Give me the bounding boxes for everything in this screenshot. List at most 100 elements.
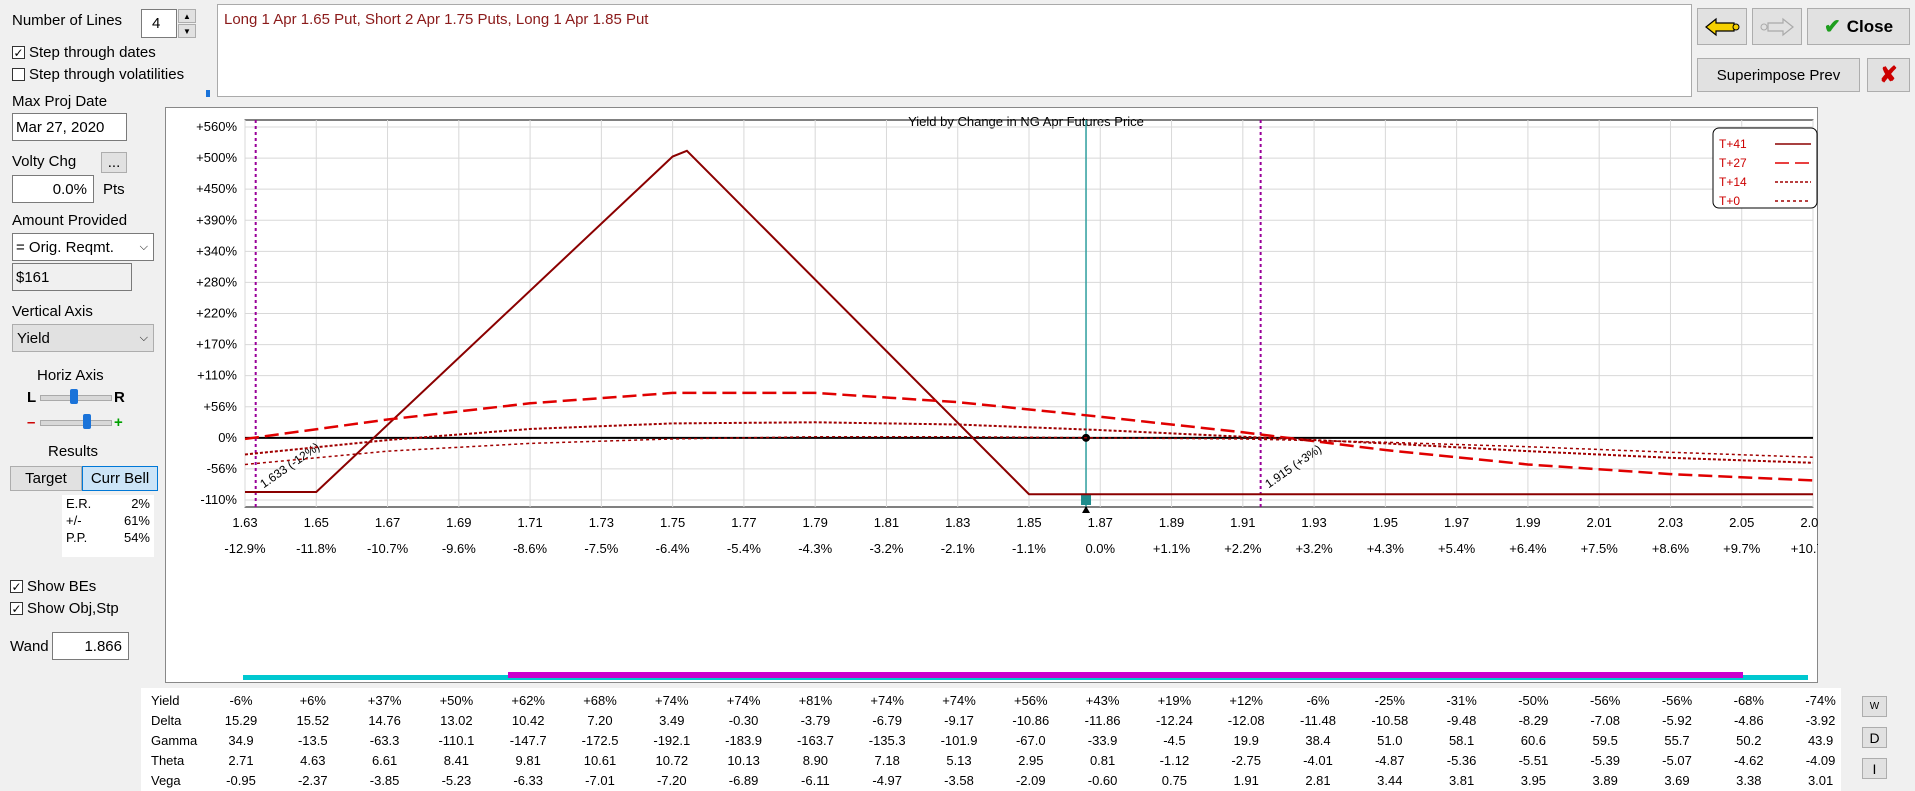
table-cell: 8.41 [443, 752, 470, 768]
chevron-down-icon: ⌵ [139, 240, 148, 253]
chart-ticks: +560%900+500%810+450%720+390%630+340%540… [196, 119, 1818, 556]
table-cell: 43.9 [1807, 732, 1834, 748]
table-cell: +74% [726, 692, 761, 708]
max-proj-date-input[interactable]: Mar 27, 2020 [12, 113, 127, 141]
table-cell: 3.95 [1520, 772, 1547, 788]
table-cell: -6.89 [728, 772, 759, 788]
table-d-button[interactable]: D [1862, 727, 1887, 748]
stat-value: 61% [123, 513, 150, 528]
table-w-button[interactable]: W [1862, 696, 1887, 717]
table-cell: -4.09 [1805, 752, 1836, 768]
horiz-zoom-track[interactable] [40, 420, 112, 426]
step-vols-row[interactable]: Step through volatilities [12, 66, 184, 83]
close-button[interactable]: ✔ Close [1807, 8, 1910, 45]
x-tick-label: 2.07 [1800, 515, 1818, 530]
number-of-lines-row: Number of Lines [12, 12, 122, 29]
results-stats: E.R. 2% +/- 61% P.P. 54% [62, 495, 154, 557]
x-pct-tick-label: -5.4% [727, 541, 761, 556]
y-left-tick-label: +56% [203, 399, 237, 414]
volty-input[interactable]: 0.0% [12, 175, 94, 203]
description-text: Long 1 Apr 1.65 Put, Short 2 Apr 1.75 Pu… [224, 11, 649, 28]
table-cell: -4.62 [1733, 752, 1764, 768]
step-vols-checkbox[interactable] [12, 68, 25, 81]
series-line-tplus41 [245, 149, 1813, 496]
table-row-label: Vega [151, 772, 181, 788]
table-cell: 13.02 [440, 712, 473, 728]
x-tick-label: 1.95 [1373, 515, 1398, 530]
vertical-axis-select[interactable]: Yield ⌵ [12, 324, 154, 352]
horiz-zoom-slider-thumb[interactable] [83, 414, 91, 429]
table-cell: -63.3 [369, 732, 400, 748]
table-cell: -192.1 [653, 732, 691, 748]
table-cell: +74% [942, 692, 976, 708]
target-button[interactable]: Target [10, 466, 82, 491]
table-cell: -7.20 [656, 772, 687, 788]
x-pct-tick-label: +2.2% [1224, 541, 1262, 556]
table-cell: -5.51 [1518, 752, 1549, 768]
table-cell: 15.29 [224, 712, 258, 728]
legend-entry: T+14 [1719, 175, 1747, 189]
x-pct-tick-label: +1.1% [1153, 541, 1191, 556]
show-obj-checkbox[interactable]: ✓ [10, 601, 23, 616]
horiz-l-label: L [27, 389, 37, 406]
table-cell: 3.69 [1664, 772, 1690, 788]
x-pct-tick-label: +10.7% [1791, 541, 1818, 556]
description-box[interactable]: Long 1 Apr 1.65 Put, Short 2 Apr 1.75 Pu… [217, 4, 1692, 97]
table-cell: -5.36 [1446, 752, 1477, 768]
nav-back-button[interactable] [1697, 8, 1747, 45]
step-dates-checkbox[interactable]: ✓ [12, 45, 25, 60]
description-scroll-handle[interactable] [188, 90, 212, 100]
x-tick-label: 1.97 [1444, 515, 1469, 530]
legend-box [1712, 127, 1818, 209]
curr-bell-button[interactable]: Curr Bell [82, 466, 158, 491]
legend-entry: T+27 [1719, 156, 1747, 170]
table-cell: -0.95 [226, 772, 256, 788]
table-cell: 10.72 [655, 752, 689, 768]
amount-select[interactable]: = Orig. Reqmt. ⌵ [12, 233, 154, 261]
superimpose-button[interactable]: Superimpose Prev [1697, 58, 1860, 92]
table-cell: -101.9 [940, 732, 978, 748]
table-cell: +81% [798, 692, 833, 708]
spin-down-icon[interactable]: ▼ [178, 24, 196, 38]
x-tick-label: 1.81 [874, 515, 899, 530]
close-x-icon: ✘ [1879, 62, 1898, 87]
table-cell: 10.61 [583, 752, 617, 768]
x-tick-label: 2.01 [1587, 515, 1612, 530]
wand-input[interactable]: 1.866 [52, 632, 129, 660]
table-cell: -3.79 [800, 712, 831, 728]
table-cell: 2.71 [228, 752, 254, 768]
table-cell: -3.85 [369, 772, 400, 788]
show-obj-row[interactable]: ✓ Show Obj,Stp [10, 600, 119, 617]
amount-value-field: $161 [12, 263, 132, 291]
volty-unit: Pts [103, 181, 125, 198]
table-cell: -67.0 [1015, 732, 1046, 748]
table-cell: 2.95 [1018, 752, 1044, 768]
number-of-lines-input[interactable]: 4 [141, 9, 177, 38]
volty-more-button[interactable]: ... [101, 152, 127, 173]
x-tick-label: 1.99 [1515, 515, 1540, 530]
show-bes-checkbox[interactable]: ✓ [10, 579, 23, 594]
table-cell: 3.44 [1377, 772, 1403, 788]
x-pct-tick-label: -11.8% [296, 541, 337, 556]
cancel-button[interactable]: ✘ [1867, 58, 1910, 92]
table-cell: 38.4 [1305, 732, 1331, 748]
x-pct-tick-label: -2.1% [941, 541, 975, 556]
horiz-lr-slider-thumb[interactable] [70, 389, 78, 404]
spin-up-icon[interactable]: ▲ [178, 9, 196, 23]
table-cell: -6% [229, 692, 253, 708]
stat-row: E.R. 2% [62, 495, 154, 512]
step-dates-row[interactable]: ✓ Step through dates [12, 44, 156, 61]
table-cell: 34.9 [228, 732, 254, 748]
x-tick-label: 1.63 [232, 515, 257, 530]
table-cell: +19% [1157, 692, 1192, 708]
table-i-button[interactable]: I [1862, 758, 1887, 779]
y-left-tick-label: +220% [196, 306, 237, 321]
table-cell: -9.17 [944, 712, 974, 728]
number-of-lines-spinner[interactable]: ▲ ▼ [178, 9, 196, 38]
table-cell: 59.5 [1592, 732, 1618, 748]
stat-name: E.R. [66, 496, 92, 511]
table-cell: -5.23 [441, 772, 472, 788]
table-cell: -74% [1805, 692, 1836, 708]
nav-forward-button[interactable] [1752, 8, 1802, 45]
show-bes-row[interactable]: ✓ Show BEs [10, 578, 96, 595]
